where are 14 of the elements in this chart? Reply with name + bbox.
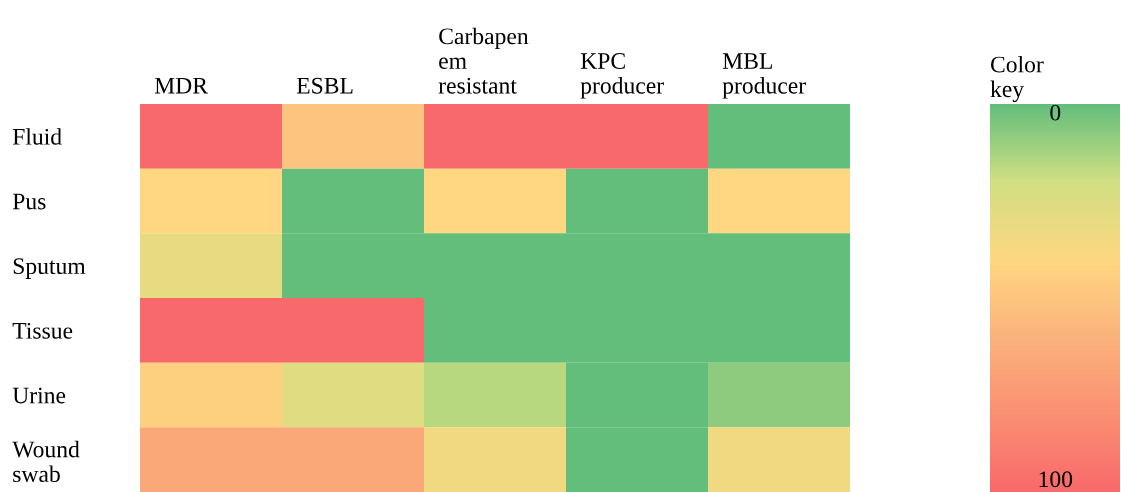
y-tick-label: Tissue bbox=[12, 322, 73, 339]
y-tick-label: Wound swab bbox=[12, 440, 80, 483]
y-tick-label: Sputum bbox=[13, 258, 86, 279]
color-bar-label: 0 bbox=[1050, 104, 1061, 121]
x-tick-label: Carbapen em resistant bbox=[438, 27, 529, 94]
x-tick-label: KPC producer bbox=[580, 53, 664, 99]
color-bar-label: 100 bbox=[1039, 471, 1073, 488]
x-tick-label: ESBL bbox=[296, 77, 353, 94]
x-tick-label: MDR bbox=[154, 77, 208, 94]
y-tick-label: Pus bbox=[12, 193, 46, 210]
y-tick-label: Fluid bbox=[12, 128, 62, 145]
y-tick-label: Urine bbox=[12, 387, 66, 404]
x-tick-label: MBL producer bbox=[722, 53, 806, 99]
color-bar-title: Color key bbox=[990, 55, 1044, 103]
